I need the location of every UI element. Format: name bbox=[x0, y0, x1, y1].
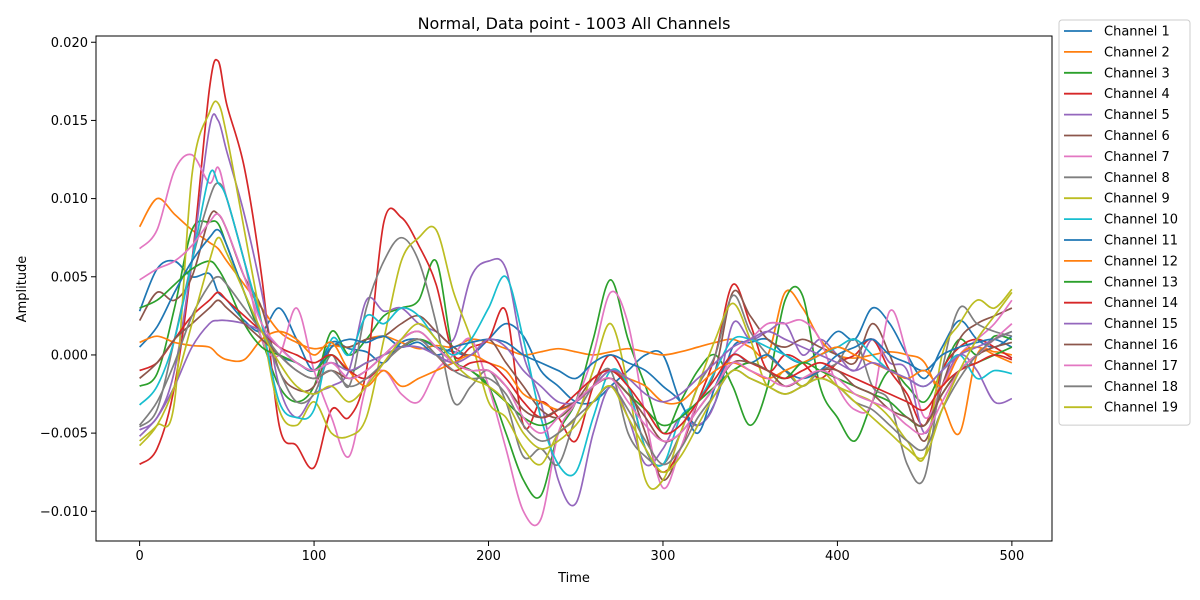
series-line-7 bbox=[138, 153, 1013, 527]
legend: Channel 1 Channel 2 Channel 3 Channel 4 Chan… bbox=[1058, 19, 1191, 426]
legend-entry-12: Channel 12 bbox=[1104, 254, 1178, 269]
series-line-9 bbox=[139, 100, 1013, 490]
chart-title: Normal, Data point - 1003 All Channels bbox=[418, 14, 731, 33]
series-line-5 bbox=[139, 113, 1013, 507]
series-line-10 bbox=[138, 169, 1013, 477]
legend-entry-19: Channel 19 bbox=[1104, 401, 1178, 416]
legend-entry-15: Channel 15 bbox=[1104, 317, 1178, 332]
y-tick-label: 0.000 bbox=[51, 348, 88, 363]
x-tick-label: 500 bbox=[999, 549, 1024, 564]
series-line-11 bbox=[138, 228, 1013, 434]
legend-entry-6: Channel 6 bbox=[1104, 129, 1170, 144]
x-tick-label: 400 bbox=[825, 549, 850, 564]
legend-entry-3: Channel 3 bbox=[1104, 66, 1170, 81]
y-axis: −0.010 −0.005 0.000 0.005 0.010 0.015 0.020 bbox=[40, 36, 96, 520]
series-line-4 bbox=[139, 58, 1013, 474]
series-line-12 bbox=[139, 330, 1013, 411]
x-tick-label: 100 bbox=[302, 549, 327, 564]
y-tick-label: 0.010 bbox=[51, 192, 88, 207]
legend-entry-10: Channel 10 bbox=[1104, 213, 1178, 228]
legend-entry-17: Channel 17 bbox=[1104, 359, 1178, 374]
legend-entry-8: Channel 8 bbox=[1104, 171, 1170, 186]
legend-entry-7: Channel 7 bbox=[1104, 150, 1170, 165]
x-tick-label: 300 bbox=[651, 549, 676, 564]
y-axis-label: Amplitude bbox=[15, 256, 30, 323]
series-line-1 bbox=[138, 259, 1013, 427]
legend-entry-14: Channel 14 bbox=[1104, 296, 1178, 311]
series-line-18 bbox=[138, 275, 1013, 466]
series-line-19 bbox=[138, 236, 1013, 474]
legend-entry-5: Channel 5 bbox=[1104, 108, 1170, 123]
x-tick-label: 200 bbox=[476, 549, 501, 564]
y-tick-label: −0.005 bbox=[40, 427, 88, 442]
y-tick-label: 0.005 bbox=[51, 270, 88, 285]
legend-entry-9: Channel 9 bbox=[1104, 192, 1170, 207]
plot-frame bbox=[95, 35, 1053, 542]
y-tick-label: 0.020 bbox=[51, 36, 88, 51]
series-line-15 bbox=[138, 319, 1013, 437]
legend-entry-16: Channel 16 bbox=[1104, 338, 1178, 353]
legend-entry-1: Channel 1 bbox=[1104, 25, 1170, 40]
series-line-17 bbox=[139, 213, 1013, 443]
x-axis: 0 100 200 300 400 500 bbox=[135, 541, 1024, 564]
legend-entry-11: Channel 11 bbox=[1104, 234, 1178, 249]
legend-entry-18: Channel 18 bbox=[1104, 380, 1178, 395]
x-tick-label: 0 bbox=[135, 549, 143, 564]
legend-entry-4: Channel 4 bbox=[1104, 87, 1170, 102]
plot-lines bbox=[138, 58, 1013, 527]
x-axis-label: Time bbox=[557, 571, 590, 586]
legend-entry-13: Channel 13 bbox=[1104, 275, 1178, 290]
legend-entry-2: Channel 2 bbox=[1104, 45, 1170, 60]
series-line-2 bbox=[138, 197, 1013, 436]
y-tick-label: 0.015 bbox=[51, 114, 88, 129]
y-tick-label: −0.010 bbox=[40, 505, 88, 520]
